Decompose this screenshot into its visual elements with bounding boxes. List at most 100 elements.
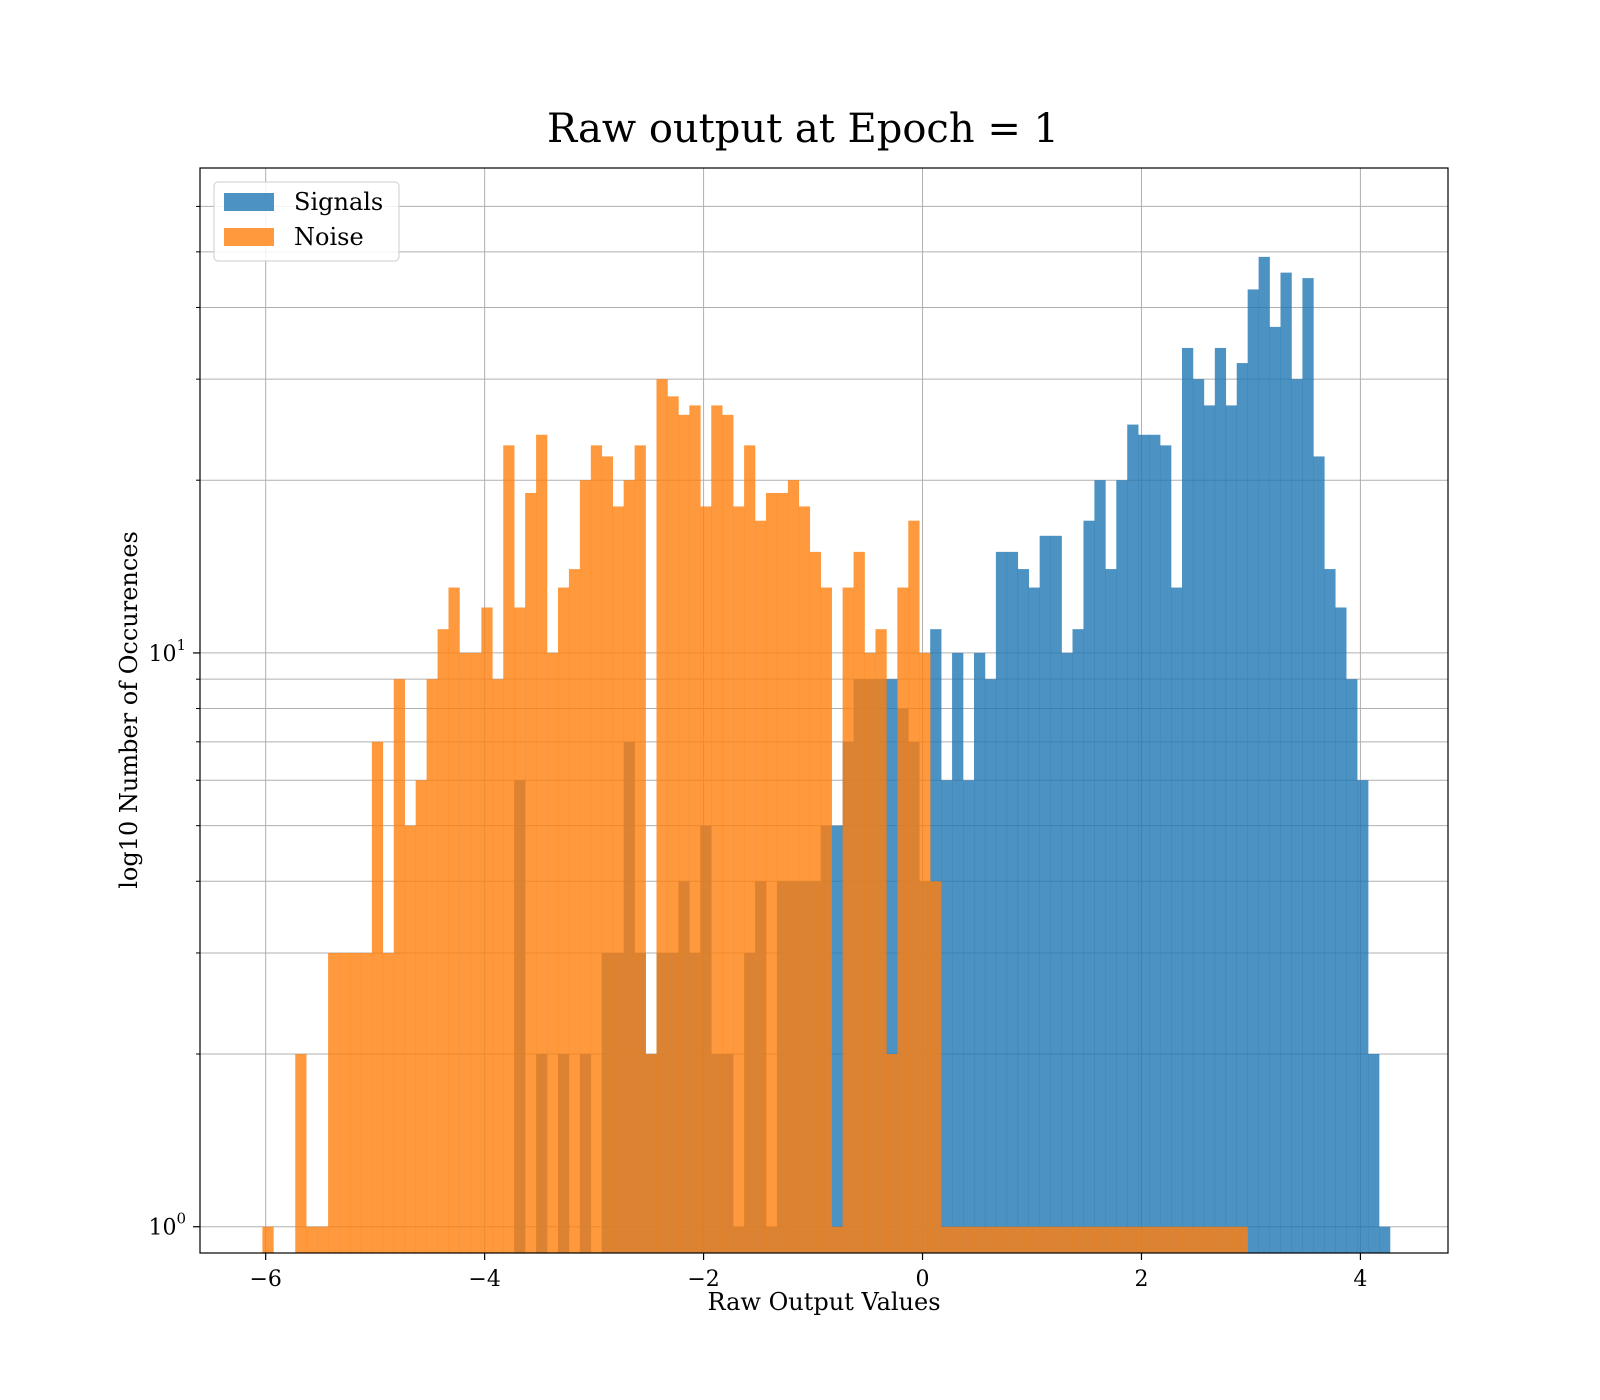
signals-bar: [984, 679, 997, 1253]
signals-bar: [1258, 256, 1270, 1253]
noise-bar: [514, 607, 526, 1253]
chart-title: Raw output at Epoch = 1: [547, 106, 1059, 152]
noise-bar: [711, 405, 723, 1254]
noise-bar: [634, 445, 646, 1253]
noise-bar: [700, 506, 712, 1254]
noise-bar: [645, 1054, 657, 1253]
noise-bar: [809, 551, 822, 1253]
plot-frame: [199, 167, 1449, 1254]
noise-bar: [875, 629, 887, 1253]
legend-swatch-signals: [224, 193, 274, 211]
noise-bar: [470, 652, 482, 1253]
noise-bar: [656, 379, 668, 1253]
histogram-bars: [262, 256, 1391, 1254]
noise-bar: [426, 679, 438, 1253]
noise-bar: [995, 1226, 1008, 1253]
noise-bar: [919, 652, 931, 1253]
noise-bar: [623, 480, 635, 1253]
noise-bar: [306, 1226, 318, 1253]
signals-bar: [1039, 535, 1051, 1253]
noise-bar: [1039, 1226, 1051, 1253]
x-tick-label: −6: [249, 1267, 281, 1292]
noise-bar: [415, 780, 427, 1253]
noise-bar: [1181, 1226, 1194, 1253]
noise-bar: [579, 480, 592, 1253]
y-tick-label: 101: [148, 636, 186, 667]
noise-bar: [492, 679, 504, 1253]
noise-bar: [557, 587, 570, 1253]
noise-bar: [481, 607, 493, 1253]
signals-bar: [1160, 445, 1172, 1253]
signals-bar: [1368, 1054, 1380, 1253]
signals-bar: [1171, 587, 1183, 1253]
signals-bar: [1379, 1226, 1391, 1253]
noise-bar: [831, 1226, 843, 1253]
signals-bar: [1335, 607, 1347, 1253]
signals-bar: [1181, 347, 1194, 1254]
noise-bar: [1094, 1226, 1106, 1253]
noise-bar: [689, 405, 701, 1254]
noise-bar: [601, 456, 614, 1253]
signals-bar: [1324, 569, 1336, 1253]
noise-bar: [317, 1226, 329, 1253]
signals-bar: [1072, 629, 1084, 1253]
signals-bar: [1083, 520, 1095, 1253]
noise-bar: [1225, 1226, 1238, 1253]
x-axis-label: Raw Output Values: [707, 1288, 940, 1316]
noise-bar: [1116, 1226, 1128, 1253]
noise-bar: [842, 587, 854, 1253]
noise-bar: [897, 587, 909, 1253]
noise-bar: [973, 1226, 986, 1253]
legend: Signals Noise: [213, 181, 400, 262]
noise-bar: [339, 952, 351, 1253]
noise-bar: [952, 1226, 964, 1253]
signals-bar: [1050, 535, 1062, 1253]
noise-bar: [1061, 1226, 1073, 1253]
signals-bar: [1225, 405, 1238, 1254]
signals-bar: [1192, 379, 1205, 1253]
legend-label-noise: Noise: [294, 223, 364, 251]
signals-bar: [1017, 569, 1030, 1253]
noise-bar: [262, 1226, 274, 1253]
noise-bar: [667, 396, 679, 1253]
y-tick-label: 100: [148, 1210, 186, 1241]
noise-bar: [525, 492, 537, 1253]
noise-bar: [1006, 1226, 1019, 1253]
signals-bar: [1203, 405, 1216, 1254]
x-tick-label: −2: [687, 1267, 719, 1292]
noise-bar: [448, 587, 460, 1253]
noise-bar: [1017, 1226, 1030, 1253]
noise-bar: [798, 506, 811, 1254]
signals-bar: [1094, 480, 1106, 1253]
noise-bar: [1192, 1226, 1205, 1253]
noise-bar: [1138, 1226, 1150, 1253]
signals-bar: [1357, 780, 1369, 1253]
noise-bar: [984, 1226, 997, 1253]
signals-bar: [1006, 551, 1019, 1253]
signals-bar: [1313, 456, 1325, 1253]
noise-bar: [459, 652, 471, 1253]
noise-bar: [1203, 1226, 1216, 1253]
signals-bar: [1214, 347, 1227, 1254]
series-noise: [262, 379, 1248, 1254]
signals-bar: [1138, 434, 1150, 1254]
noise-bar: [776, 492, 789, 1253]
noise-bar: [437, 629, 449, 1253]
noise-bar: [360, 952, 373, 1253]
noise-bar: [1171, 1226, 1183, 1253]
noise-bar: [722, 414, 734, 1253]
noise-bar: [612, 506, 624, 1254]
noise-bar: [864, 652, 876, 1253]
noise-bar: [1214, 1226, 1227, 1253]
signals-bar: [1116, 480, 1128, 1253]
legend-label-signals: Signals: [294, 188, 383, 216]
signals-bar: [1028, 587, 1040, 1253]
noise-bar: [853, 551, 865, 1253]
noise-bar: [963, 1226, 975, 1253]
signals-bar: [1061, 652, 1073, 1253]
axis-ticks: −6 −4 −2 0 2 4 100 101: [148, 205, 1367, 1292]
noise-bar: [1127, 1226, 1139, 1253]
signals-bar: [1280, 272, 1292, 1254]
signals-bar: [1105, 569, 1117, 1253]
